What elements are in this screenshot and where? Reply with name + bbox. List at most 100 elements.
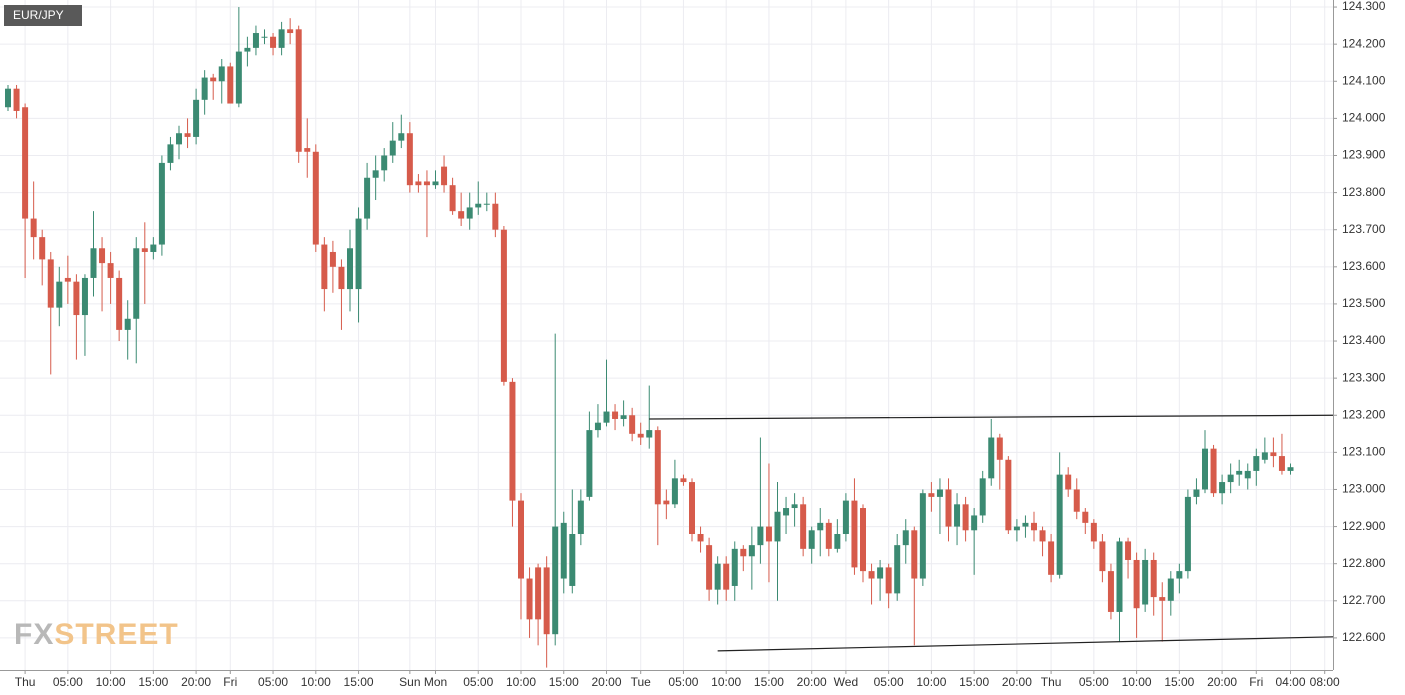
watermark-fx: FX — [14, 618, 54, 651]
x-tick-label: 20:00 — [1207, 675, 1237, 689]
candle-body — [757, 526, 764, 546]
x-tick-label: 20:00 — [1002, 675, 1032, 689]
x-tick-label: Mon — [424, 675, 447, 689]
candle-body — [278, 29, 285, 48]
candle-body — [594, 422, 601, 431]
symbol-box — [4, 5, 82, 26]
candle-body — [620, 415, 627, 419]
candle-body — [723, 563, 730, 590]
candle-body — [1202, 448, 1208, 490]
candle-body — [1090, 522, 1097, 542]
candle-body — [107, 263, 114, 278]
candle-body — [218, 66, 225, 82]
candle-body — [740, 548, 747, 557]
candle-body — [1039, 530, 1046, 542]
candle-body — [1261, 452, 1268, 460]
candle-body — [210, 77, 217, 82]
candle-body — [56, 281, 63, 308]
candle-body — [287, 29, 294, 34]
candle-body — [158, 162, 165, 245]
candle-body — [877, 567, 884, 579]
candle-body — [962, 504, 969, 531]
candle-body — [825, 522, 832, 549]
candle-body — [81, 277, 88, 316]
candle-body — [150, 244, 157, 252]
candle-body — [235, 51, 242, 104]
y-tick-label: 123.900 — [1342, 148, 1386, 162]
candle-body — [432, 181, 439, 186]
candle-body — [295, 29, 302, 152]
candle-body — [355, 218, 362, 290]
candle-body — [834, 534, 841, 549]
candle-body — [1184, 496, 1191, 572]
candle-body — [671, 478, 678, 505]
x-tick-label: 05:00 — [668, 675, 698, 689]
candle-body — [1005, 459, 1012, 531]
candle-body — [329, 251, 336, 267]
watermark: FXSTREET — [14, 618, 179, 651]
candle-body — [1159, 597, 1166, 601]
x-tick-label: 20:00 — [181, 675, 211, 689]
candle-body — [885, 567, 892, 594]
y-tick-label: 123.000 — [1342, 482, 1386, 496]
candle-body — [689, 482, 695, 535]
candle-body — [1082, 511, 1089, 523]
x-tick-label: 20:00 — [591, 675, 621, 689]
y-tick-label: 124.200 — [1342, 36, 1386, 50]
candle-body — [552, 526, 559, 635]
x-tick-label: 15:00 — [138, 675, 168, 689]
candle-body — [1236, 470, 1243, 475]
candle-body — [1133, 559, 1140, 609]
candle-body — [398, 133, 405, 141]
candle-body — [389, 140, 396, 156]
candle-body — [586, 430, 593, 497]
y-tick-label: 123.200 — [1342, 407, 1386, 421]
chart-title: EUR/JPY — [13, 8, 64, 22]
candle-body — [141, 248, 148, 252]
candle-body — [748, 545, 755, 557]
x-tick-label: 08:00 — [1310, 675, 1340, 689]
y-tick-label: 123.100 — [1342, 445, 1386, 459]
candle-body — [5, 88, 11, 108]
watermark-street: STREET — [54, 618, 178, 651]
trendlines — [649, 414, 1334, 652]
candle-body — [979, 478, 986, 516]
candle-body — [654, 430, 661, 505]
candle-body — [1244, 470, 1251, 479]
candle-body — [1253, 456, 1260, 471]
candle-body — [765, 526, 772, 542]
x-tick-label: 15:00 — [549, 675, 579, 689]
candle-body — [347, 248, 353, 290]
candle-body — [842, 500, 849, 535]
candle-body — [124, 318, 131, 330]
x-tick-label: 05:00 — [258, 675, 288, 689]
candle-body — [1278, 456, 1285, 471]
x-tick-label: 20:00 — [797, 675, 827, 689]
x-tick-label: 10:00 — [506, 675, 536, 689]
candle-body — [492, 203, 499, 230]
candle-body — [116, 277, 123, 330]
candle-body — [697, 534, 704, 542]
candle-body — [629, 415, 636, 434]
candle-body — [911, 530, 918, 579]
y-tick-label: 123.700 — [1342, 222, 1386, 236]
candle-body — [47, 259, 54, 308]
candle-body — [1287, 467, 1294, 471]
candle-body — [449, 185, 456, 212]
candle-body — [321, 244, 328, 290]
y-tick-label: 124.100 — [1342, 73, 1386, 87]
x-tick-label: 10:00 — [711, 675, 741, 689]
candle-body — [1210, 448, 1217, 494]
candle-body — [1270, 452, 1277, 457]
candle-body — [902, 530, 909, 546]
candle-body — [304, 148, 311, 152]
candle-body — [1107, 571, 1114, 612]
candle-body — [483, 203, 490, 205]
x-tick-label: 05:00 — [874, 675, 904, 689]
candle-body — [894, 545, 901, 594]
y-axis-labels: 122.600 122.700 122.800 122.900 123.000 123.1… — [1333, 0, 1386, 644]
candle-body — [133, 248, 140, 319]
candle-body — [808, 530, 815, 549]
candle-body — [475, 203, 482, 208]
